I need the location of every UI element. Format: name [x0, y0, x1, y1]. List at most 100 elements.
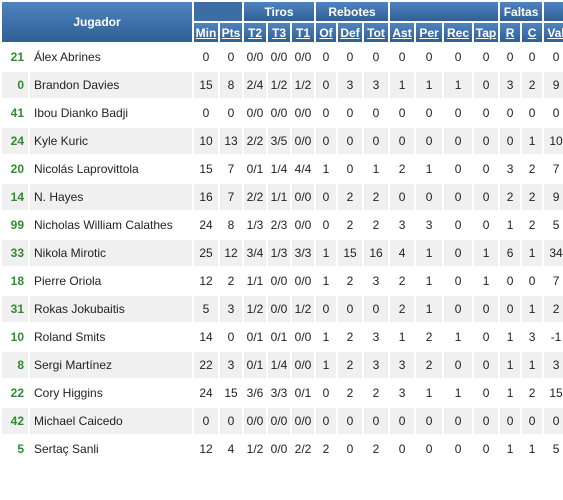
stat-ast: 0	[390, 436, 415, 462]
stat-rec: 0	[444, 184, 473, 210]
col-header-rec[interactable]: Rec	[444, 23, 473, 42]
col-header-t3[interactable]: T3	[268, 23, 290, 42]
stat-def: 2	[338, 324, 362, 350]
col-header-ast[interactable]: Ast	[390, 23, 415, 42]
col-header-pts[interactable]: Pts	[220, 23, 242, 42]
stat-of: 1	[316, 352, 336, 378]
player-name[interactable]: Brandon Davies	[30, 72, 192, 98]
col-header-tap[interactable]: Tap	[474, 23, 499, 42]
stat-ast: 1	[390, 324, 415, 350]
col-header-of[interactable]: Of	[316, 23, 336, 42]
player-name[interactable]: Sergi Martínez	[30, 352, 192, 378]
player-name[interactable]: Nicolás Laprovittola	[30, 156, 192, 182]
stat-min: 10	[194, 128, 218, 154]
player-row: 24 Kyle Kuric 10 13 2/2 3/5 0/0 0 0 0 0 0 0 0 0 1 10	[2, 128, 563, 154]
player-name[interactable]: Roland Smits	[30, 324, 192, 350]
stat-t2: 2/2	[244, 128, 266, 154]
stat-pts: 7	[220, 156, 242, 182]
jugador-header[interactable]: Jugador	[2, 2, 192, 42]
stat-pts: 2	[220, 268, 242, 294]
player-name[interactable]: Michael Caicedo	[30, 408, 192, 434]
player-name[interactable]: Nikola Mirotic	[30, 240, 192, 266]
col-header-c[interactable]: C	[522, 23, 543, 42]
stat-def: 0	[338, 436, 362, 462]
stat-t3: 1/4	[268, 156, 290, 182]
stat-val: 34	[544, 240, 563, 266]
stat-per: 1	[416, 380, 443, 406]
stat-t3: 3/3	[268, 380, 290, 406]
player-row: 10 Roland Smits 14 0 0/1 0/1 0/0 1 2 3 1 2 1 0 1 3 -1	[2, 324, 563, 350]
stat-tap: 0	[474, 296, 499, 322]
stat-rec: 0	[444, 100, 473, 126]
stat-c: 2	[522, 212, 543, 238]
stat-rec: 0	[444, 352, 473, 378]
stat-t1: 0/0	[292, 44, 314, 70]
player-name[interactable]: Kyle Kuric	[30, 128, 192, 154]
stat-r: 3	[500, 156, 521, 182]
col-header-r[interactable]: R	[500, 23, 521, 42]
stat-t2: 1/2	[244, 296, 266, 322]
player-name[interactable]: Ibou Dianko Badji	[30, 100, 192, 126]
stat-r: 1	[500, 212, 521, 238]
player-number: 24	[2, 128, 28, 154]
stat-ast: 1	[390, 72, 415, 98]
stat-t2: 2/4	[244, 72, 266, 98]
stat-rec: 0	[444, 128, 473, 154]
player-name[interactable]: Nicholas William Calathes	[30, 212, 192, 238]
col-header-min[interactable]: Min	[194, 23, 218, 42]
stat-r: 1	[500, 436, 521, 462]
col-header-per[interactable]: Per	[416, 23, 443, 42]
stat-def: 0	[338, 408, 362, 434]
stat-of: 0	[316, 128, 336, 154]
col-header-tot[interactable]: Tot	[364, 23, 389, 42]
faltas-group-header: Faltas	[500, 2, 543, 21]
stat-t1: 0/0	[292, 184, 314, 210]
player-name[interactable]: Pierre Oriola	[30, 268, 192, 294]
stat-r: 6	[500, 240, 521, 266]
stat-min: 24	[194, 212, 218, 238]
stat-min: 5	[194, 296, 218, 322]
player-name[interactable]: N. Hayes	[30, 184, 192, 210]
stat-def: 2	[338, 380, 362, 406]
stat-t1: 3/3	[292, 240, 314, 266]
player-name[interactable]: Sertaç Sanli	[30, 436, 192, 462]
player-row: 33 Nikola Mirotic 25 12 3/4 1/3 3/3 1 15 16 4 1 0 1 6 1…	[2, 240, 563, 266]
stat-val: 5	[544, 212, 563, 238]
stat-def: 0	[338, 296, 362, 322]
stat-tot: 0	[364, 408, 389, 434]
stat-of: 0	[316, 380, 336, 406]
stat-r: 3	[500, 72, 521, 98]
stat-ast: 0	[390, 184, 415, 210]
player-name[interactable]: Cory Higgins	[30, 380, 192, 406]
stat-t1: 1/2	[292, 72, 314, 98]
stat-tap: 1	[474, 240, 499, 266]
stat-tot: 0	[364, 44, 389, 70]
header-spacer	[544, 2, 563, 21]
stat-ast: 0	[390, 44, 415, 70]
stat-pts: 12	[220, 240, 242, 266]
stat-of: 0	[316, 100, 336, 126]
stat-ast: 0	[390, 128, 415, 154]
stat-min: 15	[194, 72, 218, 98]
stat-tot: 2	[364, 212, 389, 238]
stat-c: 0	[522, 268, 543, 294]
stat-pts: 0	[220, 408, 242, 434]
col-header-def[interactable]: Def	[338, 23, 362, 42]
stat-def: 0	[338, 100, 362, 126]
stat-tot: 2	[364, 436, 389, 462]
col-header-t1[interactable]: T1	[292, 23, 314, 42]
stat-t3: 0/0	[268, 408, 290, 434]
stat-tot: 3	[364, 72, 389, 98]
stat-of: 1	[316, 240, 336, 266]
stat-per: 0	[416, 44, 443, 70]
stat-c: 1	[522, 352, 543, 378]
player-number: 20	[2, 156, 28, 182]
player-number: 18	[2, 268, 28, 294]
players-body: 21 Álex Abrines 0 0 0/0 0/0 0/0 0 0 0 0 0 0 0 0 0 0 0 Bran…	[2, 44, 563, 462]
stat-of: 0	[316, 296, 336, 322]
col-header-t2[interactable]: T2	[244, 23, 266, 42]
player-name[interactable]: Álex Abrines	[30, 44, 192, 70]
player-name[interactable]: Rokas Jokubaitis	[30, 296, 192, 322]
header-spacer	[194, 2, 242, 21]
col-header-val[interactable]: Val	[544, 23, 563, 42]
